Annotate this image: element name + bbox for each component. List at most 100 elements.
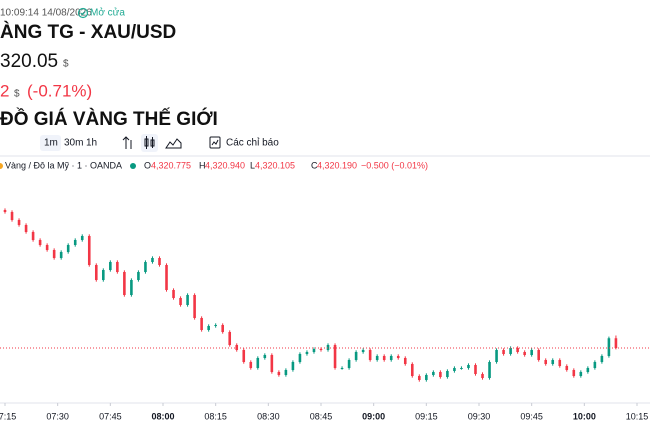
plot: 07:15 07:30 07:45 08:00 08:15 08:30 08:45 09:00… [0, 208, 650, 421]
candle-body [31, 232, 35, 240]
candle-body [319, 349, 323, 350]
candle-body [361, 350, 365, 352]
candle-body [158, 258, 161, 265]
candle-body [66, 245, 70, 252]
candle-body [38, 240, 42, 245]
candle-body [586, 368, 590, 372]
legend: Vàng / Đô la Mỹ · 1 · OANDA O 4,320.775 … [0, 160, 428, 170]
candle-body [425, 375, 428, 380]
compare-icon[interactable] [122, 136, 132, 149]
candle-body [165, 265, 168, 290]
x-tick-label: 08:30 [257, 411, 280, 421]
candle-body [270, 355, 274, 372]
candle-body [502, 350, 505, 354]
section-title: ĐỒ GIÁ VÀNG THẾ GIỚI [0, 108, 218, 130]
candle-body [144, 262, 147, 272]
toolbar: 1m 30m 1h Các chỉ báo [0, 134, 650, 157]
candle-body [263, 355, 267, 358]
candle-body [17, 220, 21, 225]
x-tick-label: 10:00 [573, 411, 596, 421]
candle-body [607, 338, 611, 356]
candle-body [123, 272, 126, 295]
candle-body [530, 350, 533, 355]
price: 320.05 [0, 51, 58, 72]
candle-body [375, 356, 379, 360]
indicators-icon[interactable] [209, 136, 221, 149]
candle-body [80, 236, 84, 240]
candle-body [326, 345, 330, 350]
candle-body [200, 318, 203, 330]
candle-body [249, 362, 253, 368]
candle-body [537, 350, 540, 360]
chart-type-active-bg [141, 134, 158, 152]
candle-body [368, 350, 372, 360]
candle-body [137, 272, 140, 280]
candle-body [214, 325, 217, 326]
x-tick-label: 07:15 [0, 411, 16, 421]
instrument-title: ÀNG TG - XAU/USD [0, 21, 176, 43]
candle-body [172, 290, 175, 298]
candle-body [256, 358, 260, 368]
market-status: Mở cửa [90, 7, 125, 19]
candle-body [179, 298, 182, 305]
symbol-icon [0, 163, 3, 169]
legend-value: 4,320.940 [205, 160, 245, 170]
candle-body [102, 270, 105, 280]
candle-body [73, 240, 77, 245]
legend-label: C [311, 160, 318, 170]
x-tick-label: 07:45 [99, 411, 122, 421]
candle-body [460, 368, 463, 369]
legend-label: H [199, 160, 206, 170]
candle-body [87, 236, 91, 265]
candle-body [418, 376, 421, 380]
candle-body [312, 349, 316, 352]
candle-body [488, 362, 491, 378]
interval-active-bg [40, 135, 61, 151]
legend-symbol: Vàng / Đô la Mỹ · 1 · OANDA [5, 160, 122, 170]
candle-body [551, 360, 555, 364]
candle-body [544, 360, 548, 364]
x-tick-label: 09:45 [520, 411, 543, 421]
candle-body [186, 295, 189, 305]
change-percent: (-0.71%) [27, 81, 92, 100]
candle-body [235, 345, 239, 350]
candle-icon[interactable] [144, 136, 155, 149]
candle-body [24, 225, 28, 232]
interval-button[interactable]: 30m [64, 138, 83, 149]
x-tick-label: 10:15 [626, 411, 649, 421]
candle-body [94, 265, 98, 280]
candle-body [432, 372, 435, 375]
x-tick-label: 08:00 [151, 411, 174, 421]
candle-body [523, 352, 526, 355]
candle-body [333, 345, 337, 368]
candle-body [284, 370, 288, 375]
x-tick-label: 08:45 [310, 411, 333, 421]
candle-body [10, 212, 14, 220]
candle-body [396, 356, 400, 358]
price-unit: $ [63, 59, 69, 70]
area-icon[interactable] [165, 138, 182, 149]
indicators-button[interactable]: Các chỉ báo [226, 137, 279, 149]
candle-body [305, 352, 309, 354]
candle-body [516, 348, 519, 352]
candle-body [481, 374, 484, 378]
candle-body [389, 356, 393, 360]
candle-body [291, 362, 295, 370]
candle-body [228, 332, 232, 345]
candle-body [467, 365, 470, 368]
x-tick-label: 09:30 [468, 411, 491, 421]
candle-body [221, 325, 224, 332]
candle-body [45, 245, 49, 250]
candle-body [130, 280, 133, 295]
change-unit: $ [14, 89, 20, 100]
candle-body [593, 362, 597, 368]
candle-body [340, 368, 344, 369]
interval-button[interactable]: 1m [44, 138, 58, 149]
interval-button[interactable]: 1h [86, 138, 97, 149]
candle-body [495, 350, 498, 362]
status-icon [77, 7, 89, 19]
candle-body [509, 348, 512, 354]
legend-label: L [250, 160, 255, 170]
